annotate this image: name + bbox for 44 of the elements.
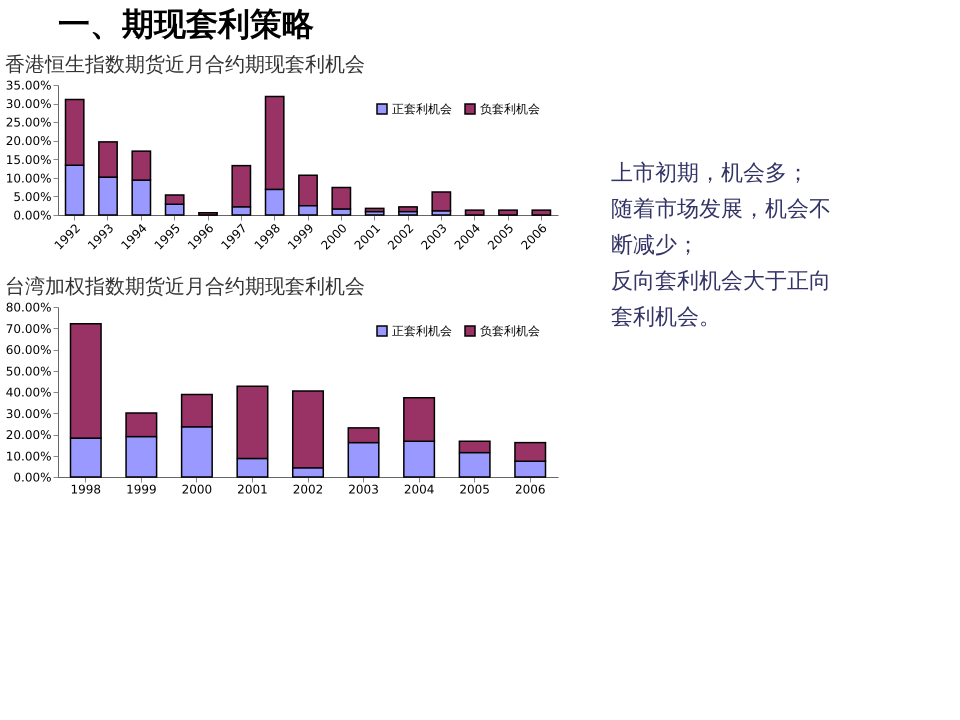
y-tick-label: 35.00% [6, 78, 52, 92]
y-tick-label: 25.00% [6, 116, 52, 130]
x-tick-label: 2003 [348, 482, 379, 496]
x-tick-label: 1999 [126, 482, 157, 496]
y-tick-label: 30.00% [6, 97, 52, 112]
bar [431, 191, 452, 212]
y-tick-label: 20.00% [6, 428, 52, 442]
text: 断减少； [611, 233, 699, 258]
bar [464, 209, 485, 216]
bar [498, 209, 518, 216]
legend-label: 正套利机会 [392, 324, 452, 338]
legend-label: 负套利机会 [480, 102, 540, 116]
chart-title: 香港恒生指数期货近月合约期现套利机会 [5, 52, 366, 76]
legend-label: 负套利机会 [480, 324, 540, 338]
text: 随着市场发展，机会不 [611, 197, 831, 222]
text: 套利机会。 [611, 305, 721, 330]
y-tick-label: 10.00% [6, 449, 52, 464]
x-tick-label: 1998 [70, 482, 102, 496]
y-tick-label: 10.00% [6, 171, 52, 186]
x-tick-label: 2005 [459, 482, 490, 496]
bar [364, 208, 385, 212]
x-tick-label: 2002 [292, 482, 324, 496]
y-tick-label: 0.00% [13, 470, 52, 484]
x-tick-label: 2006 [514, 482, 546, 496]
chart-title: 台湾加权指数期货近月合约期现套利机会 [5, 274, 366, 298]
y-tick-label: 30.00% [6, 406, 52, 421]
y-tick-label: 15.00% [6, 152, 52, 167]
bar [398, 206, 418, 212]
y-tick-label: 80.00% [6, 300, 52, 314]
text: 反向套利机会大于正向 [611, 269, 831, 294]
text: 上市初期，机会多； [611, 161, 809, 186]
y-tick-label: 20.00% [6, 134, 52, 148]
y-tick-label: 60.00% [6, 343, 52, 357]
x-tick-label: 2001 [237, 482, 268, 496]
y-tick-label: 5.00% [13, 190, 52, 204]
x-tick-label: 2004 [404, 482, 434, 496]
y-tick-label: 40.00% [6, 386, 52, 400]
legend-label: 正套利机会 [392, 102, 452, 116]
y-tick-label: 70.00% [6, 322, 52, 336]
y-tick-label: 0.00% [13, 208, 52, 222]
bar [531, 209, 552, 216]
x-tick-label: 2000 [182, 482, 212, 496]
text: 一、期现套利策略 [58, 5, 314, 43]
y-tick-label: 50.00% [6, 364, 52, 378]
